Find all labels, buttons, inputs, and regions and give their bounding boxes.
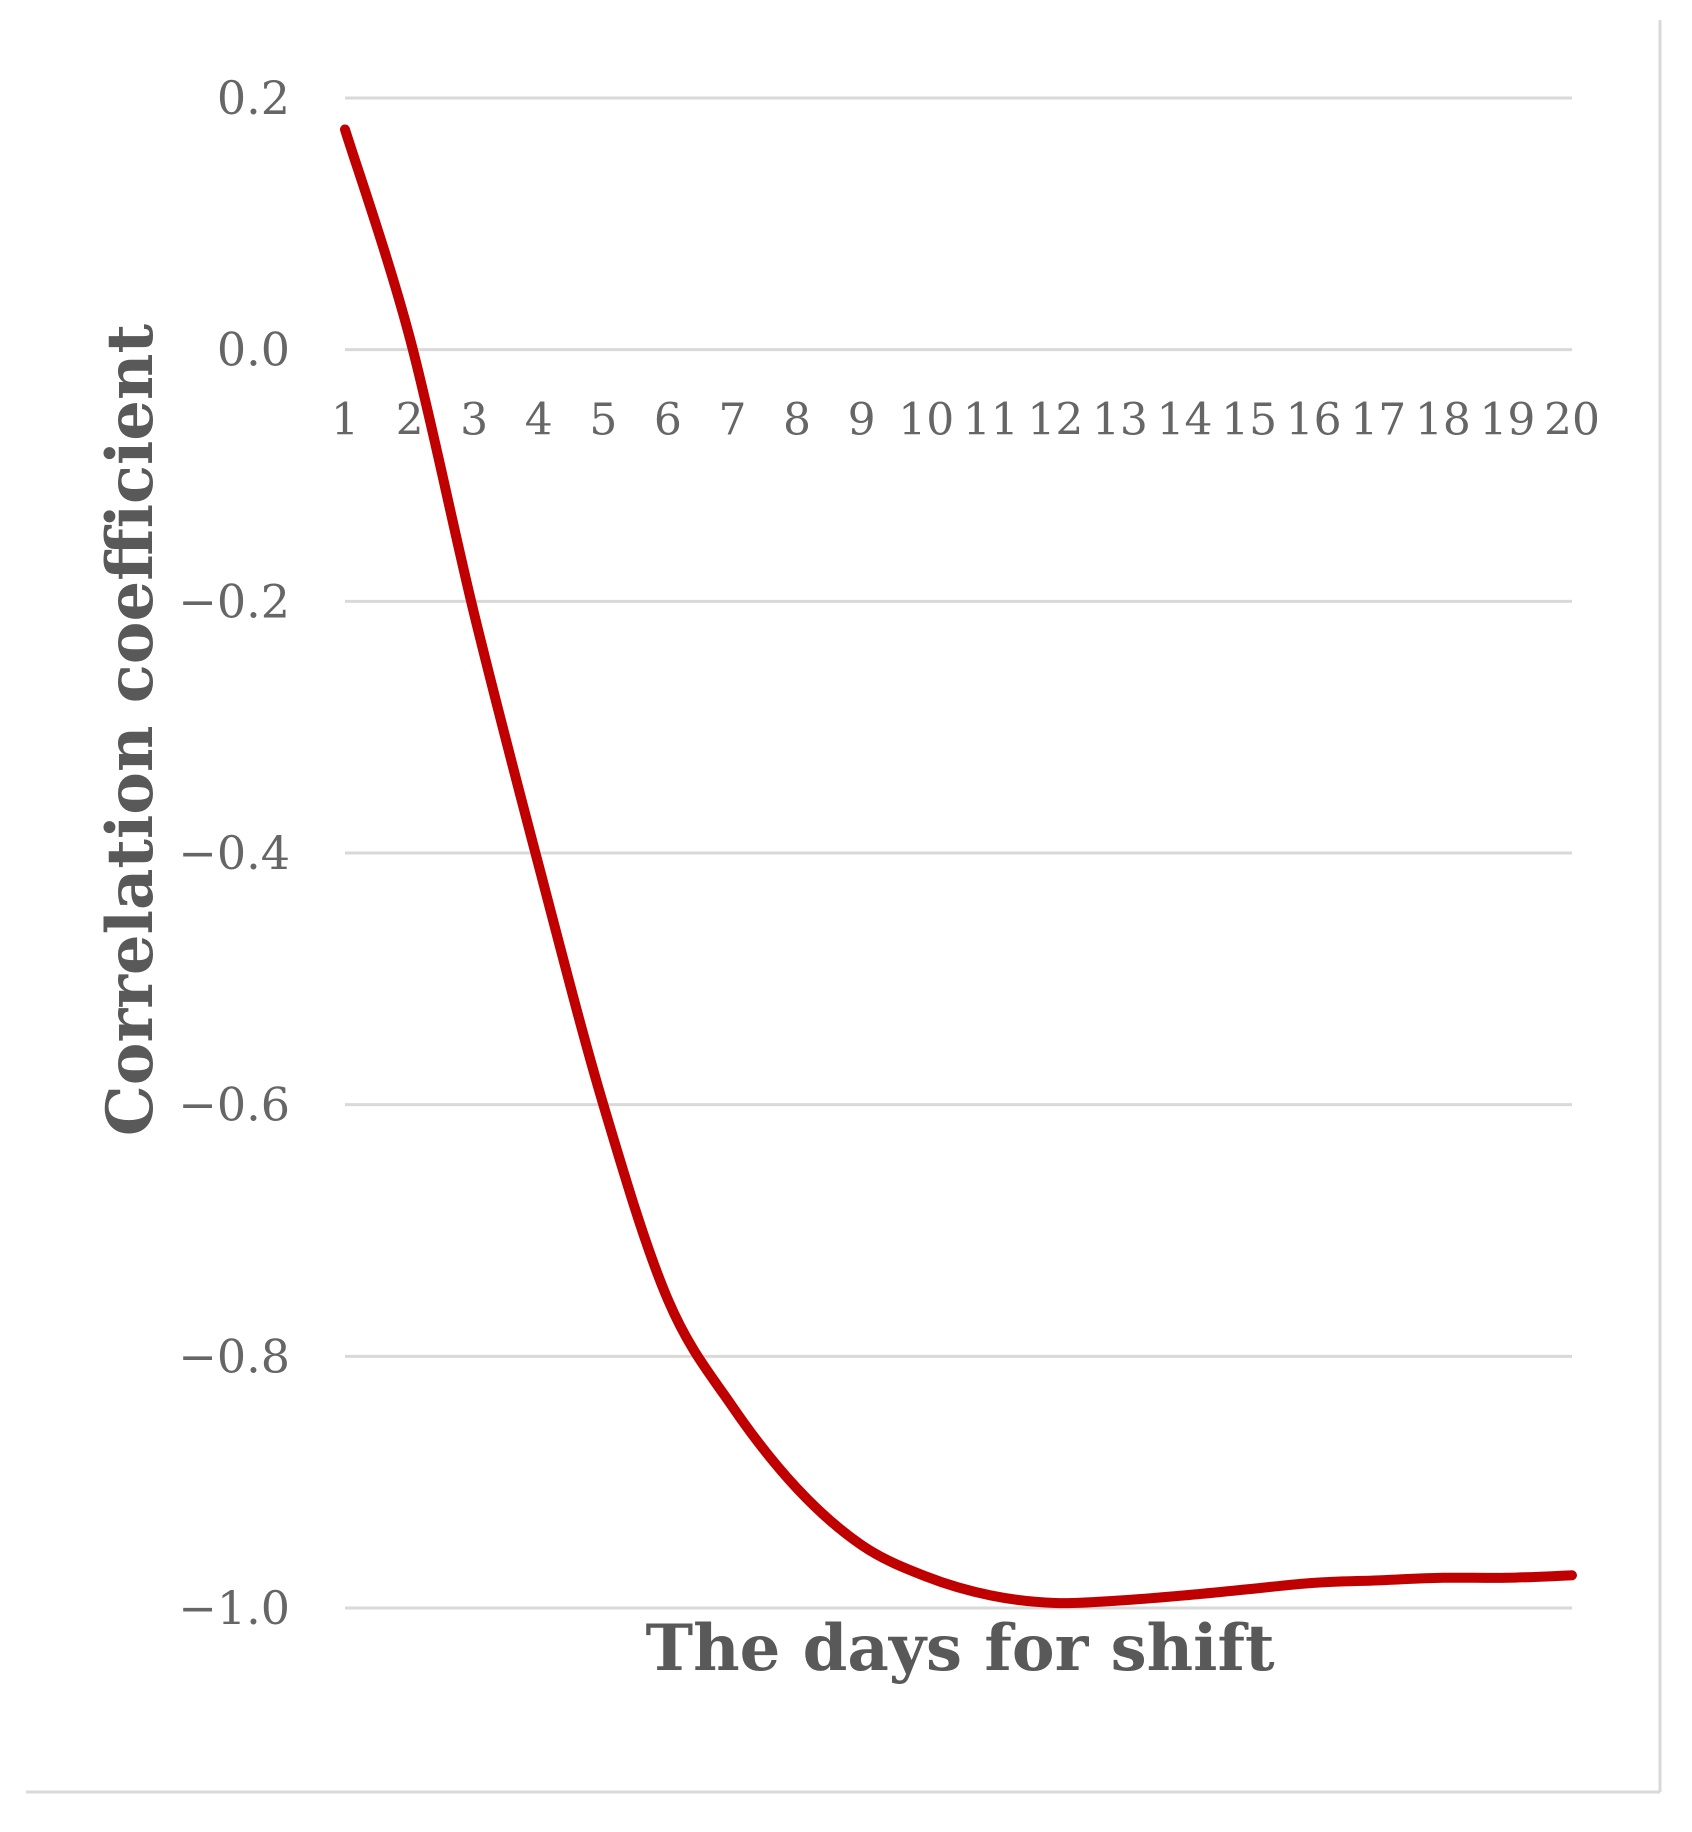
x-tick-label: 5	[589, 395, 617, 446]
x-tick-label: 15	[1221, 395, 1277, 446]
y-tick-label: −1.0	[178, 1581, 290, 1635]
x-tick-label: 1	[331, 395, 359, 446]
x-tick-label: 16	[1286, 395, 1342, 446]
y-tick-label: 0.0	[217, 323, 290, 377]
x-tick-label: 3	[460, 395, 488, 446]
y-tick-label: −0.2	[178, 574, 290, 628]
y-axis-title: Correlation coefficient	[93, 323, 168, 1136]
x-tick-label: 2	[396, 395, 424, 446]
x-tick-label: 14	[1157, 395, 1213, 446]
x-tick-label: 6	[654, 395, 682, 446]
x-tick-label: 10	[898, 395, 954, 446]
x-tick-label: 11	[963, 395, 1019, 446]
x-axis-title: The days for shift	[645, 1611, 1275, 1686]
x-tick-label: 19	[1479, 395, 1535, 446]
gridlines	[345, 96, 1572, 1610]
y-tick-label: 0.2	[217, 71, 290, 125]
y-tick-label: −0.4	[178, 826, 290, 880]
y-tick-labels: 0.2 0.0 −0.2 −0.4 −0.6 −0.8 −1.0	[178, 71, 290, 1635]
x-tick-label: 18	[1415, 395, 1471, 446]
y-tick-label: −0.6	[178, 1078, 290, 1132]
x-tick-label: 17	[1350, 395, 1406, 446]
x-tick-label: 4	[525, 395, 553, 446]
series-line	[340, 124, 1577, 1609]
x-tick-label: 12	[1027, 395, 1083, 446]
x-tick-label: 8	[783, 395, 811, 446]
x-tick-label: 20	[1544, 395, 1600, 446]
series-layer	[340, 124, 1577, 1609]
x-tick-label: 9	[848, 395, 876, 446]
x-tick-labels: 1 2 3 4 5 6 7 8 9 10 11 12 13 14 15 16 17 18 19 20	[331, 395, 1600, 446]
x-tick-label: 13	[1092, 395, 1148, 446]
x-tick-label: 7	[718, 395, 746, 446]
y-tick-label: −0.8	[178, 1329, 290, 1383]
